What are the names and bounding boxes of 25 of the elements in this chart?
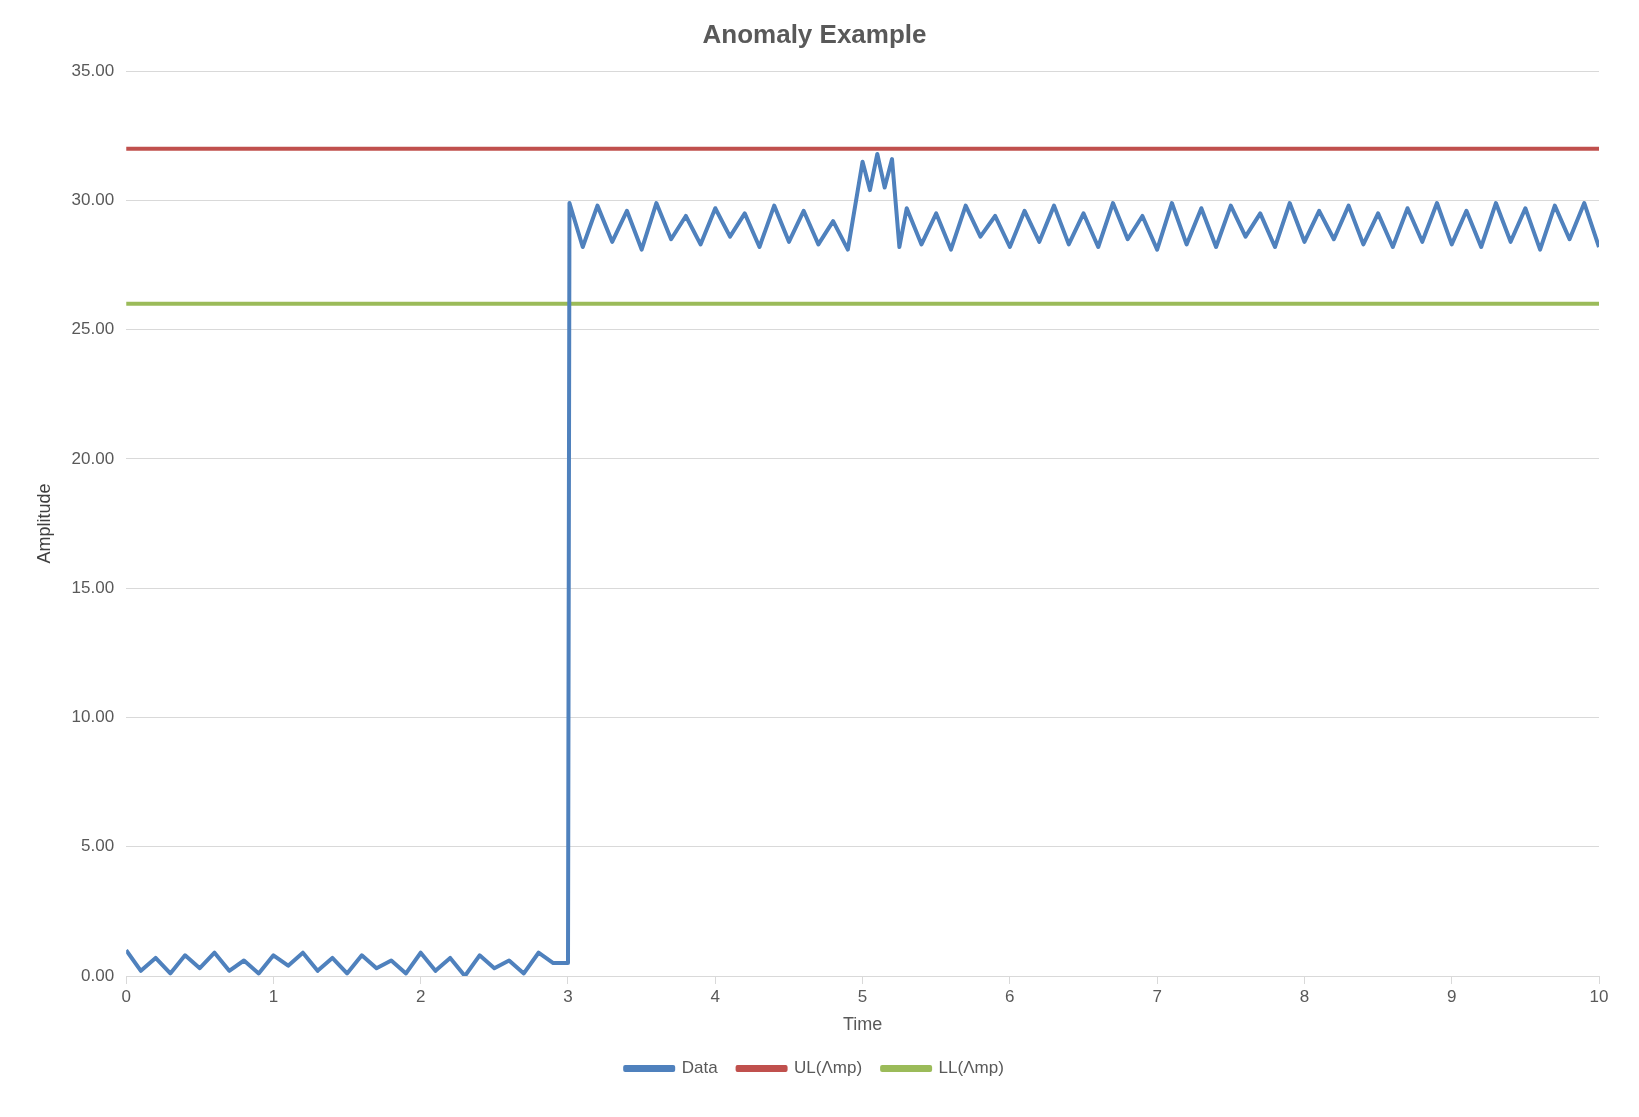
x-tick-label: 0 [121,986,131,1006]
x-tick-label: 3 [563,986,573,1006]
y-tick-label: 15.00 [71,577,115,597]
y-tick-label: 30.00 [71,190,115,210]
x-tick-label: 2 [415,986,426,1006]
y-tick-label: 0.00 [81,965,115,985]
x-tick-label: 5 [857,986,868,1006]
x-tick-label: 1 [268,986,279,1006]
legend-label: UL(Λmp) [794,1058,863,1078]
x-tick-label: 6 [1005,986,1015,1006]
chart-title: Anomaly Example [702,18,927,49]
legend-label: LL(Λmp) [938,1058,1004,1078]
x-tick-label: 10 [1589,986,1609,1006]
x-axis-title: Time [842,1014,883,1035]
legend-label: Data [681,1058,719,1078]
y-axis-title: Amplitude [33,483,54,564]
y-tick-label: 20.00 [71,448,115,468]
y-tick-label: 10.00 [71,707,115,727]
y-tick-label: 25.00 [71,319,115,339]
x-tick-label: 9 [1446,986,1457,1006]
y-tick-label: 5.00 [81,836,115,856]
x-tick-label: 8 [1299,986,1310,1006]
x-tick-label: 4 [710,986,721,1006]
x-tick-label: 7 [1152,986,1162,1006]
y-tick-label: 35.00 [71,60,115,80]
